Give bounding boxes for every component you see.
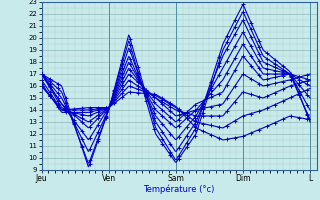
X-axis label: Température (°c): Température (°c) bbox=[143, 185, 215, 194]
